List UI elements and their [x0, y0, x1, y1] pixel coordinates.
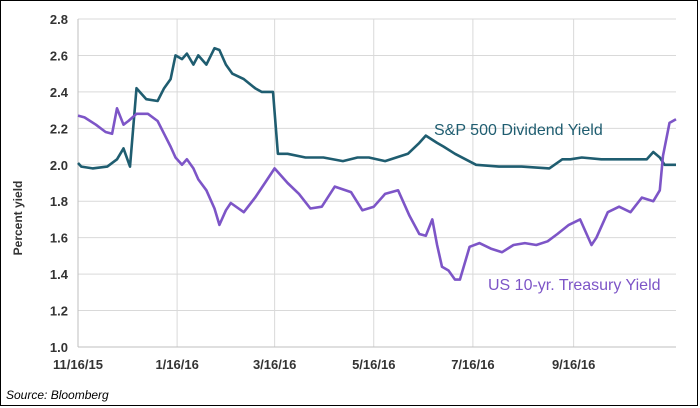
- x-tick-label: 9/16/16: [552, 357, 595, 372]
- y-tick-label: 1.6: [50, 231, 68, 246]
- y-axis-ticks: 1.0 1.2 1.4 1.6 1.8 2.0 2.2 2.4 2.6 2.8: [50, 12, 69, 355]
- y-tick-label: 2.0: [50, 158, 68, 173]
- x-tick-label: 11/16/15: [53, 357, 103, 372]
- y-tick-label: 2.6: [50, 48, 68, 63]
- x-tick-label: 3/16/16: [253, 357, 296, 372]
- grid: [77, 18, 676, 348]
- x-axis-ticks: 11/16/15 1/16/16 3/16/16 5/16/16 7/16/16 9/16…: [53, 357, 595, 372]
- axes: [77, 19, 676, 348]
- annotation-us-10yr-treasury-yield: US 10-yr. Treasury Yield: [488, 277, 661, 294]
- y-tick-label: 1.0: [50, 340, 68, 355]
- y-tick-label: 1.8: [50, 194, 68, 209]
- series-line-sp500-dividend-yield: [77, 46, 676, 170]
- series-line-us-10yr-treasury-yield: [77, 107, 677, 281]
- x-tick-label: 5/16/16: [352, 357, 395, 372]
- y-tick-label: 1.4: [50, 267, 69, 282]
- x-tick-label: 1/16/16: [155, 357, 198, 372]
- y-tick-label: 1.2: [50, 304, 68, 319]
- source-note: Source: Bloomberg: [6, 388, 109, 402]
- x-tick-label: 7/16/16: [451, 357, 494, 372]
- y-tick-label: 2.2: [50, 121, 68, 136]
- y-tick-label: 2.4: [50, 85, 69, 100]
- y-tick-label: 2.8: [50, 12, 68, 27]
- series-lines: [77, 46, 677, 281]
- y-axis-label: Percent yield: [11, 181, 25, 256]
- annotation-sp500-dividend-yield: S&P 500 Dividend Yield: [434, 122, 603, 139]
